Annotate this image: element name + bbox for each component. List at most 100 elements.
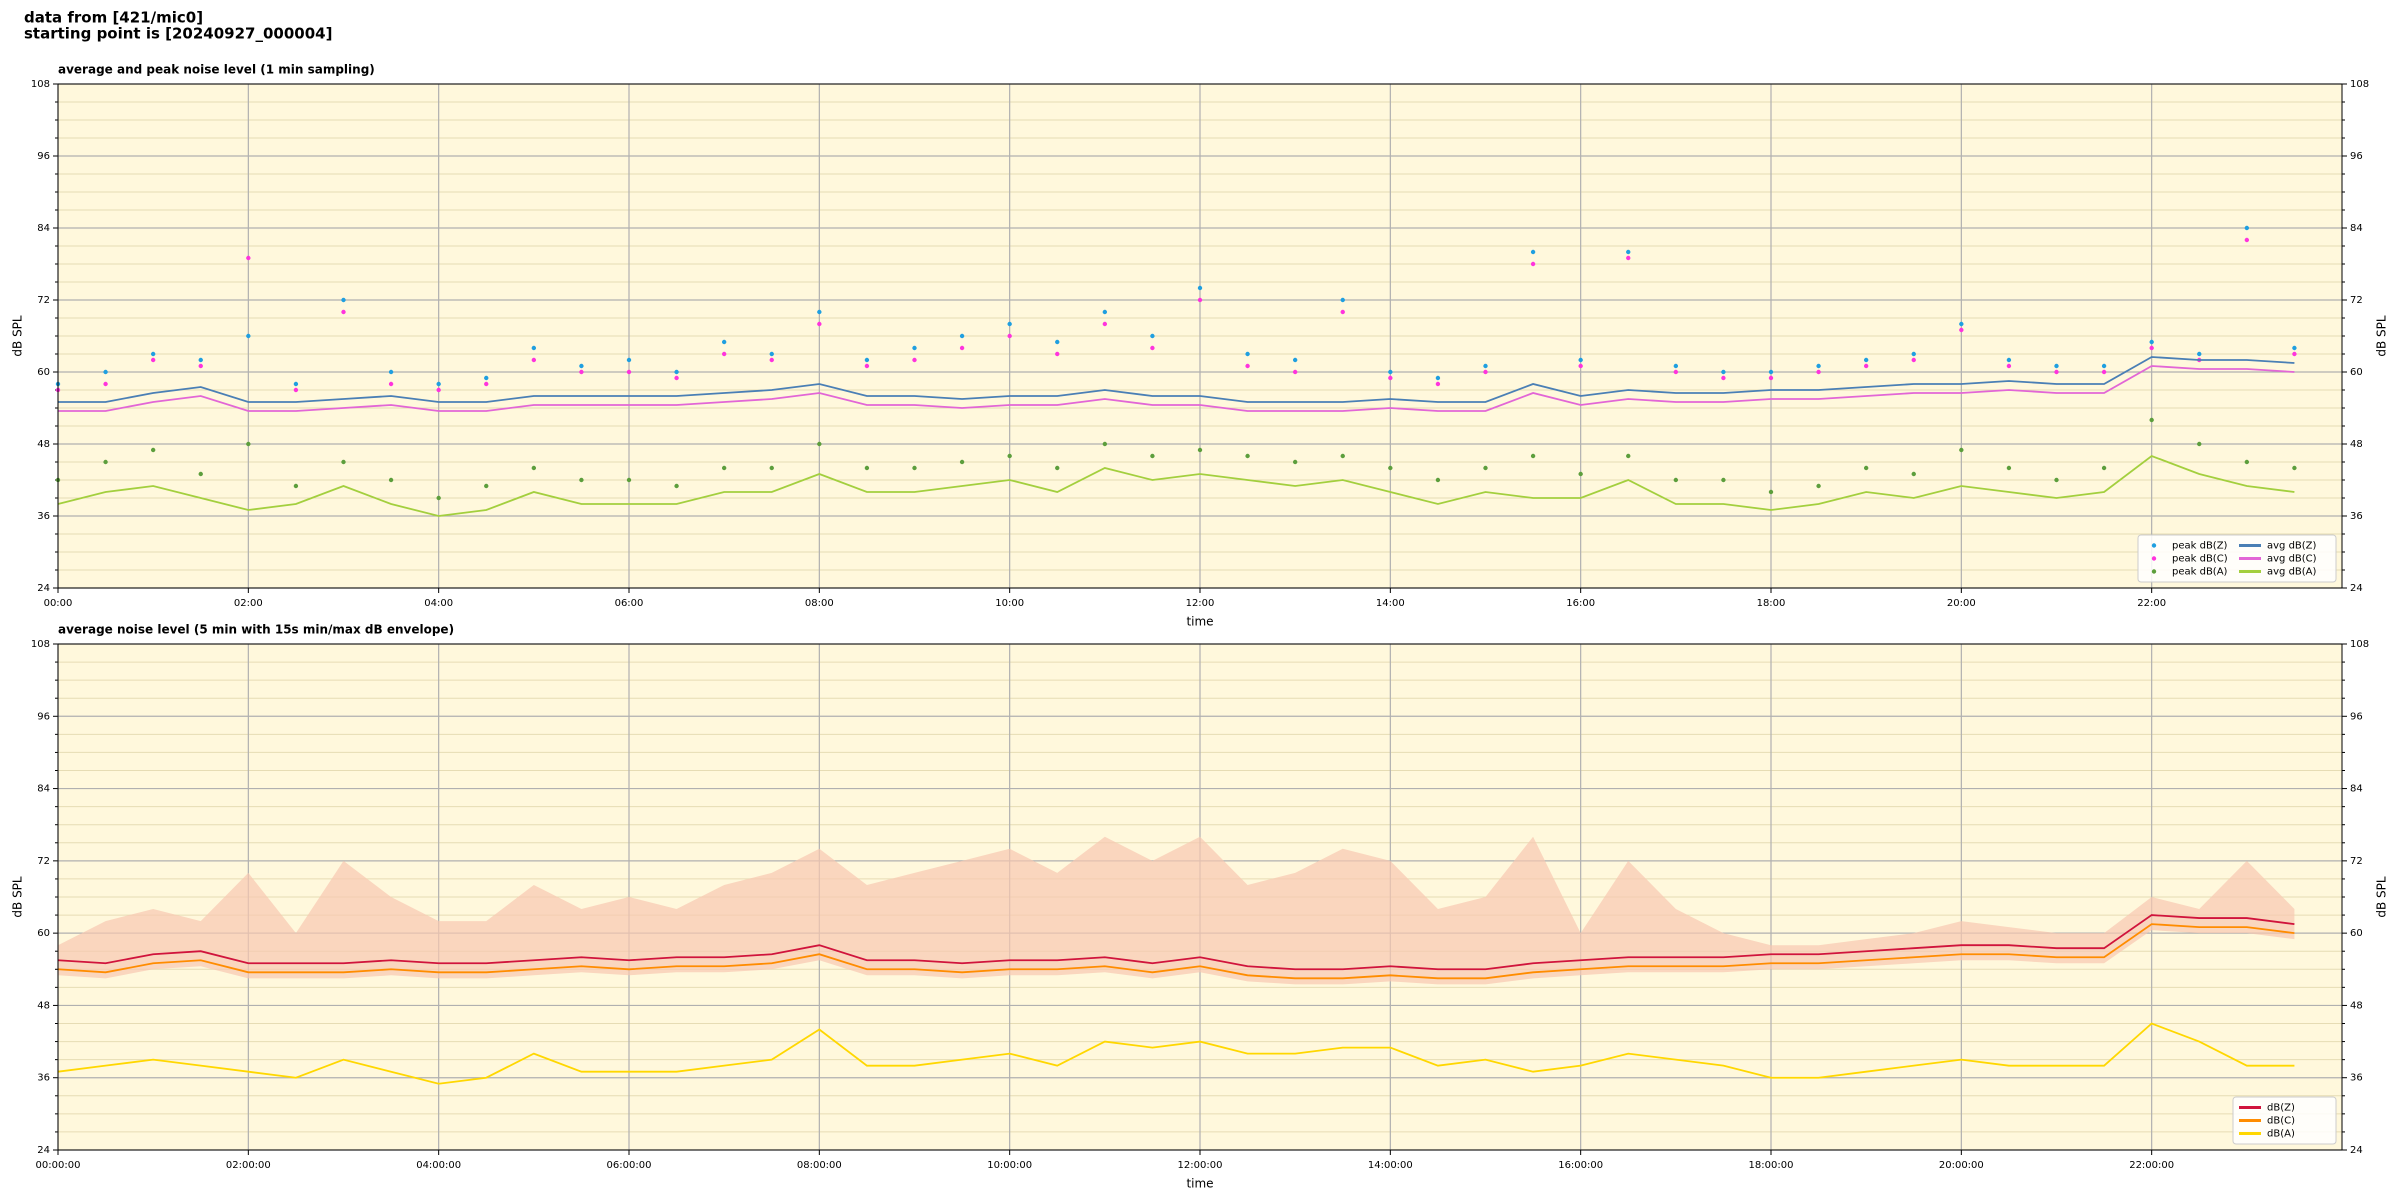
peak-dot (1530, 249, 1536, 255)
peak-dot (103, 459, 108, 465)
peak-dot (769, 351, 774, 357)
y-tick-label: 96 (2350, 711, 2363, 722)
x-tick-label: 02:00:00 (226, 1160, 271, 1171)
x-tick-label: 12:00 (1186, 598, 1215, 609)
x-tick-label: 12:00:00 (1178, 1160, 1223, 1171)
peak-dot (341, 309, 346, 315)
peak-dot (388, 477, 394, 483)
series-line (57, 454, 2295, 517)
peak-dot (103, 369, 108, 375)
peak-dot (1340, 453, 1345, 459)
peak-dot (1673, 363, 1679, 369)
peak-dot (1007, 453, 1012, 459)
peak-dot (579, 363, 584, 369)
x-tick-label: 22:00 (2137, 598, 2166, 609)
x-axis-label: time (1186, 615, 1213, 629)
peak-dot (864, 465, 870, 471)
x-tick-label: 20:00:00 (1939, 1160, 1984, 1171)
y-tick-label: 72 (37, 295, 50, 306)
x-tick-label: 06:00 (615, 598, 644, 609)
y-tick-label: 84 (37, 784, 50, 795)
peak-dot (1150, 453, 1155, 459)
y-tick-label: 48 (2350, 439, 2363, 450)
peak-dot (1388, 369, 1393, 375)
peak-dot (1911, 351, 1916, 357)
peak-dot (1483, 363, 1488, 369)
peak-dot (1911, 357, 1916, 363)
x-tick-label: 08:00 (805, 598, 834, 609)
peak-dot (1578, 471, 1583, 477)
legend-label: dB(A) (2267, 1129, 2295, 1140)
peak-dot (1816, 483, 1821, 489)
x-tick-label: 10:00 (995, 598, 1024, 609)
legend-marker (2151, 556, 2157, 561)
y-axis-label: dB SPL (2375, 876, 2389, 918)
y-tick-label: 108 (31, 639, 50, 650)
legend-label: dB(C) (2267, 1116, 2295, 1127)
peak-dot (2101, 363, 2107, 369)
peak-dot (579, 477, 584, 483)
y-tick-label: 24 (37, 1145, 50, 1156)
peak-dot (674, 375, 679, 381)
peak-dot (531, 345, 537, 351)
x-tick-label: 14:00:00 (1368, 1160, 1413, 1171)
peak-dot (1245, 351, 1250, 357)
peak-dot (484, 381, 489, 387)
peak-dot (2006, 363, 2012, 369)
series-line (58, 356, 2295, 403)
legend-marker (2151, 543, 2157, 548)
y-tick-label: 24 (37, 583, 50, 594)
x-tick-label: 00:00 (44, 598, 73, 609)
y-tick-label: 60 (37, 928, 50, 939)
plot-frame (57, 83, 2343, 589)
peak-dot (626, 369, 632, 375)
y-tick-label: 36 (2350, 511, 2363, 522)
peak-dot (388, 381, 394, 387)
y-tick-label: 48 (37, 1000, 50, 1011)
x-tick-label: 16:00 (1566, 598, 1595, 609)
peak-dot (150, 351, 156, 357)
header-line: data from [421/mic0] (24, 9, 203, 27)
x-tick-label: 06:00:00 (607, 1160, 652, 1171)
peak-dot (1483, 465, 1488, 471)
y-tick-label: 96 (37, 151, 50, 162)
peak-dot (1816, 369, 1821, 375)
peak-dot (293, 381, 299, 387)
y-tick-label: 72 (2350, 295, 2363, 306)
y-tick-label: 60 (2350, 928, 2363, 939)
peak-dot (1435, 375, 1441, 381)
peak-dot (579, 369, 584, 375)
peak-dot (2054, 369, 2059, 375)
peak-dot (1673, 477, 1679, 483)
peak-dot (1530, 453, 1536, 459)
y-tick-label: 48 (2350, 1000, 2363, 1011)
peak-dot (531, 465, 537, 471)
peak-dot (769, 357, 774, 363)
peak-dot (626, 357, 632, 363)
y-tick-label: 60 (37, 367, 50, 378)
y-tick-label: 108 (2350, 639, 2369, 650)
peak-dot (2054, 477, 2059, 483)
peak-dot (817, 309, 822, 315)
peak-dot (2054, 363, 2059, 369)
peak-dot (1768, 489, 1774, 495)
peak-dot (103, 381, 108, 387)
peak-dot (674, 483, 679, 489)
peak-dot (1150, 345, 1155, 351)
y-tick-label: 48 (37, 439, 50, 450)
peak-dot (484, 375, 489, 381)
y-tick-label: 60 (2350, 367, 2363, 378)
y-tick-label: 72 (37, 856, 50, 867)
peak-dot (2149, 339, 2154, 345)
peak-dot (388, 369, 394, 375)
peak-dot (1721, 477, 1726, 483)
peak-dot (150, 357, 156, 363)
peak-dot (2292, 351, 2297, 357)
peak-dot (436, 381, 441, 387)
peak-dot (1721, 369, 1726, 375)
peak-dot (1388, 465, 1393, 471)
peak-dot (1197, 285, 1203, 291)
peak-dot (150, 447, 156, 453)
x-tick-label: 20:00 (1947, 598, 1976, 609)
